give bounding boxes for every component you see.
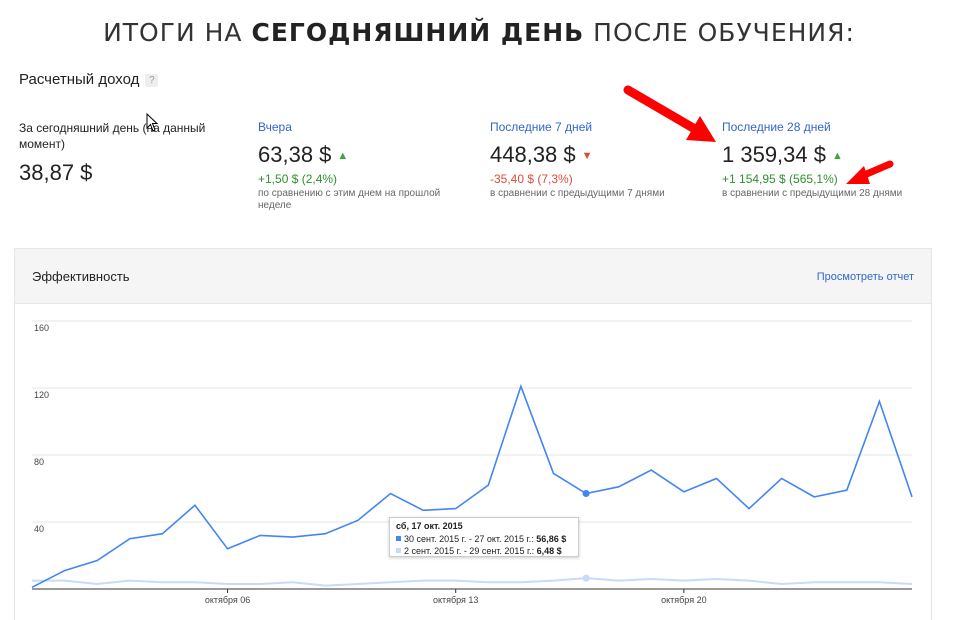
y-tick-label: 160 (34, 323, 49, 333)
metric-yesterday-delta: +1,50 $ (2,4%) (258, 172, 338, 186)
x-tick-label: октября 06 (205, 595, 250, 605)
metric-7days-value: 448,38 $ (490, 142, 576, 167)
y-tick-label: 80 (34, 457, 44, 467)
highlight-point-current (582, 490, 590, 498)
headline-part-1: ИТОГИ НА (103, 18, 252, 47)
y-tick-label: 40 (34, 524, 44, 534)
mouse-cursor-icon (146, 113, 159, 132)
headline-part-3: ПОСЛЕ ОБУЧЕНИЯ: (584, 18, 855, 47)
tooltip-row1-label: 30 сент. 2015 г. - 27 окт. 2015 г.: (404, 534, 537, 544)
chart-grid (32, 320, 912, 590)
page-headline: ИТОГИ НА СЕГОДНЯШНИЙ ДЕНЬ ПОСЛЕ ОБУЧЕНИЯ… (0, 18, 958, 47)
metric-today: За сегодняшний день (на данный момент) 3… (19, 120, 234, 186)
metric-yesterday-value: 63,38 $ (258, 142, 332, 167)
highlight-point-previous (582, 574, 590, 582)
metric-yesterday: Вчера 63,38 $ ▲ +1,50 $ (2,4%) по сравнен… (258, 120, 468, 212)
y-axis-ticks: 40 80 120 160 (34, 323, 49, 534)
metric-today-label: За сегодняшний день (на данный момент) (19, 121, 206, 151)
previous-series-swatch (396, 548, 401, 553)
chart-series (31, 383, 913, 589)
panel-header: Эффективность Просмотреть отчет (15, 249, 931, 304)
metric-28days-value: 1 359,34 $ (722, 142, 826, 167)
metric-7days-compare: в сравнении с предыдущими 7 днями (490, 188, 665, 199)
trend-down-icon: ▼ (581, 150, 593, 162)
x-tick-label: октября 13 (433, 595, 478, 605)
y-tick-label: 120 (34, 390, 49, 400)
series-line-current (31, 383, 913, 589)
tooltip-row2-value: 6,48 $ (536, 546, 562, 556)
panel-title: Эффективность (32, 269, 130, 284)
tooltip-row-current: 30 сент. 2015 г. - 27 окт. 2015 г.: 56,8… (396, 533, 572, 545)
metric-yesterday-label[interactable]: Вчера (258, 120, 292, 134)
x-tick-label: октября 20 (661, 595, 706, 605)
estimated-earnings-title: Расчетный доход? (19, 71, 159, 88)
tooltip-title: сб, 17 окт. 2015 (396, 521, 463, 531)
x-axis-ticks: октября 06 октября 13 октября 20 (205, 589, 707, 605)
chart-tooltip: сб, 17 окт. 2015 30 сент. 2015 г. - 27 о… (389, 517, 579, 557)
metric-28days-label[interactable]: Последние 28 дней (722, 120, 831, 134)
headline-part-2: СЕГОДНЯШНИЙ ДЕНЬ (251, 18, 585, 47)
metric-last-28-days: Последние 28 дней 1 359,34 $ ▲ +1 154,95 … (722, 120, 952, 200)
metric-7days-delta: -35,40 $ (7,3%) (490, 172, 573, 186)
estimated-earnings-label: Расчетный доход (19, 71, 140, 88)
current-series-swatch (396, 536, 401, 541)
view-report-link[interactable]: Просмотреть отчет (816, 271, 914, 283)
series-line-previous (32, 577, 913, 587)
tooltip-row-previous: 2 сент. 2015 г. - 29 сент. 2015 г.: 6,48… (396, 545, 572, 557)
tooltip-row2-label: 2 сент. 2015 г. - 29 сент. 2015 г.: (404, 546, 537, 556)
metric-last-7-days: Последние 7 дней 448,38 $ ▼ -35,40 $ (7,3… (490, 120, 705, 200)
metric-yesterday-compare: по сравнению с этим днем на прошлой неде… (258, 188, 441, 211)
tooltip-row1-value: 56,86 $ (536, 534, 567, 544)
help-icon[interactable]: ? (145, 74, 159, 87)
metric-28days-compare: в сравнении с предыдущими 28 днями (722, 188, 903, 199)
trend-up-icon: ▲ (831, 150, 843, 162)
performance-panel: Эффективность Просмотреть отчет (14, 248, 932, 620)
metric-7days-label[interactable]: Последние 7 дней (490, 120, 593, 134)
metric-today-value: 38,87 $ (19, 160, 93, 185)
trend-up-icon: ▲ (337, 150, 349, 162)
metric-28days-delta: +1 154,95 $ (565,1%) (722, 172, 838, 186)
